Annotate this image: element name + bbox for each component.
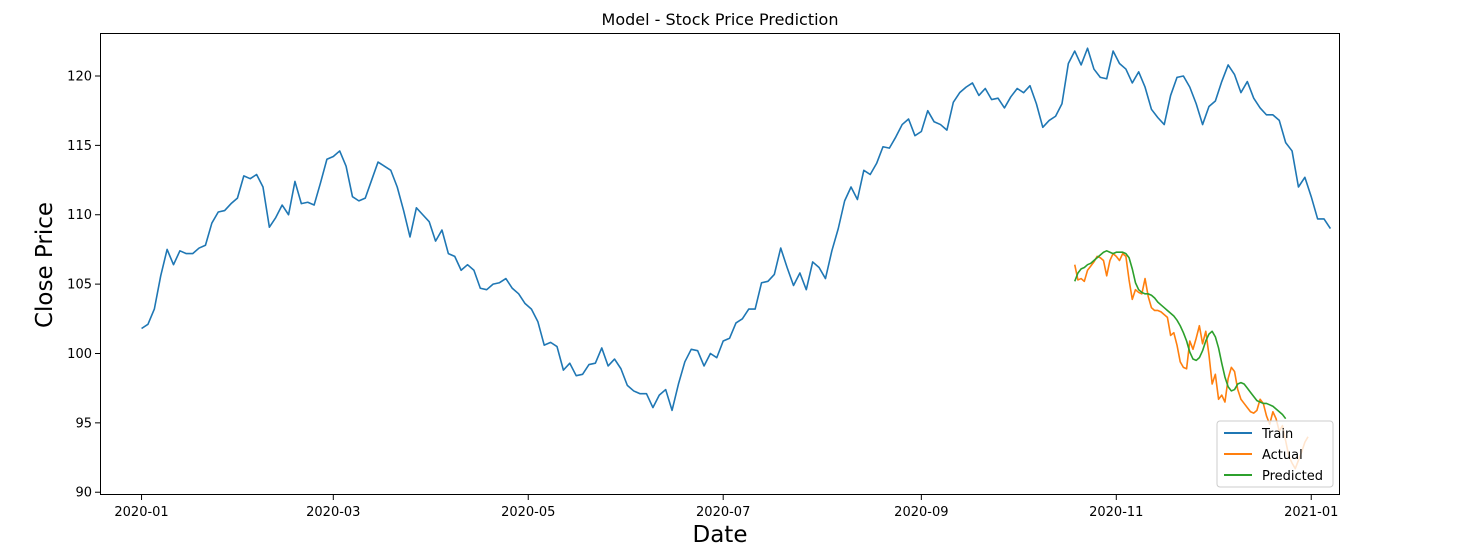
legend-train-label: Train — [1261, 427, 1293, 442]
legend: Train Actual Predicted — [1216, 420, 1334, 488]
y-tick-label: 115 — [67, 139, 92, 154]
legend-predicted-label: Predicted — [1262, 469, 1323, 484]
chart-title: Model - Stock Price Prediction — [602, 10, 839, 29]
x-axis-label: Date — [693, 522, 748, 546]
plot-area — [100, 33, 1340, 495]
y-tick-label: 105 — [67, 278, 92, 293]
series-line-predicted — [1073, 250, 1287, 420]
y-tick-label: 110 — [67, 208, 92, 223]
x-tick-label: 2020-07 — [696, 505, 750, 520]
x-tick-label: 2020-11 — [1089, 505, 1143, 520]
y-tick-label: 100 — [67, 347, 92, 362]
y-tick-label: 90 — [75, 486, 92, 501]
x-axis: 2020-01 2020-03 2020-05 2020-07 2020-09 2020-… — [114, 495, 1338, 520]
series-line-train — [141, 47, 1332, 412]
y-tick-label: 120 — [67, 70, 92, 85]
y-axis-label: Close Price — [32, 202, 58, 328]
x-tick-label: 2020-05 — [501, 505, 555, 520]
legend-box — [1216, 420, 1334, 488]
legend-actual-label: Actual — [1262, 448, 1303, 463]
y-tick-label: 95 — [75, 416, 92, 431]
plot-frame — [100, 33, 1340, 495]
x-tick-label: 2020-01 — [114, 505, 168, 520]
x-tick-label: 2021-01 — [1284, 505, 1338, 520]
x-tick-label: 2020-03 — [306, 505, 360, 520]
y-axis: 90 95 100 105 110 115 120 — [67, 70, 100, 501]
x-tick-label: 2020-09 — [894, 505, 948, 520]
